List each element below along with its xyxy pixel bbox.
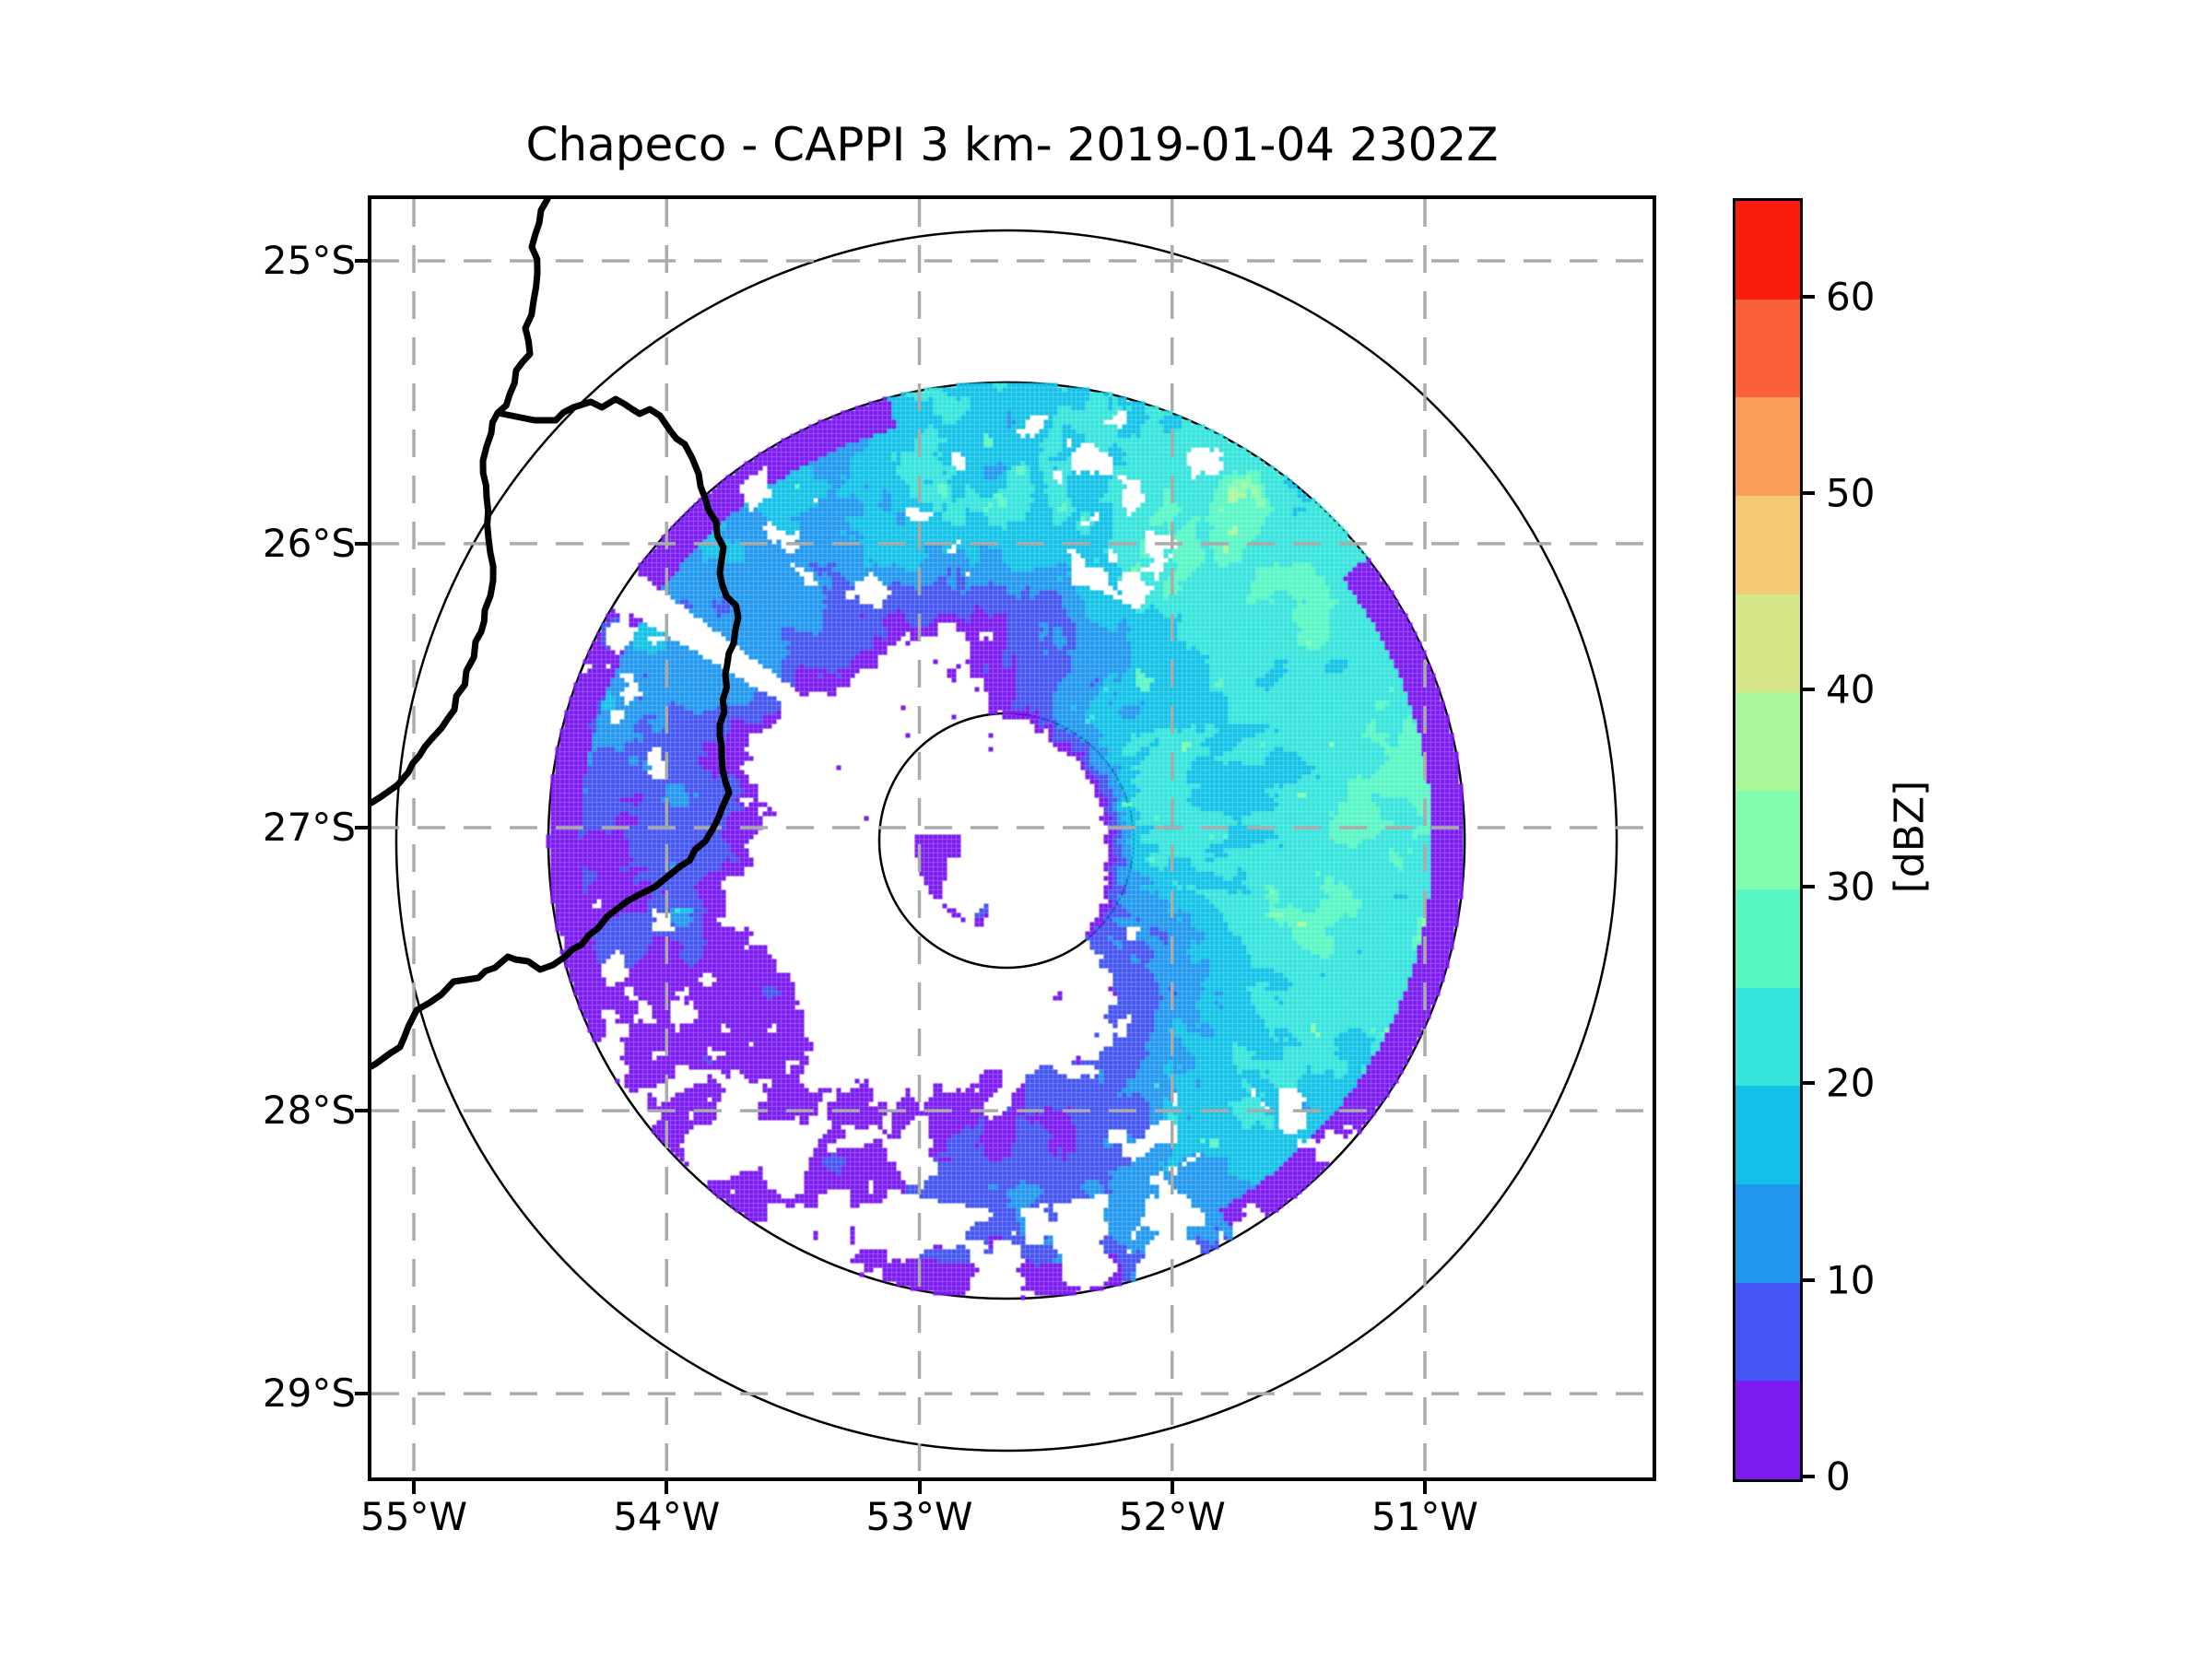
state-border-line: [371, 395, 742, 1070]
colorbar-segment: [1735, 1381, 1800, 1479]
colorbar-segment: [1735, 791, 1800, 889]
axis-tick-mark: [665, 1481, 669, 1494]
dbz-colorbar: [1733, 198, 1803, 1482]
x-tick-label: 54°W: [613, 1494, 721, 1539]
colorbar-tick-label: 50: [1826, 470, 1876, 516]
colorbar-segment: [1735, 496, 1800, 594]
axis-tick-mark: [1422, 1481, 1427, 1494]
axis-tick-mark: [1800, 294, 1815, 299]
axis-tick-mark: [1800, 1277, 1815, 1282]
y-tick-label: 28°S: [262, 1088, 356, 1134]
colorbar-tick-label: 40: [1826, 666, 1876, 712]
plot-title: Chapeco - CAPPI 3 km- 2019-01-04 2302Z: [525, 118, 1499, 171]
colorbar-segment: [1735, 201, 1800, 300]
x-tick-label: 55°W: [360, 1494, 467, 1539]
y-tick-label: 27°S: [262, 804, 356, 850]
map-plot-area: [368, 195, 1656, 1481]
colorbar-tick-label: 20: [1826, 1060, 1876, 1106]
axis-tick-mark: [412, 1481, 416, 1494]
axis-tick-mark: [1800, 1475, 1815, 1478]
colorbar-segment: [1735, 1086, 1800, 1184]
colorbar-segment: [1735, 987, 1800, 1087]
colorbar-segment: [1735, 594, 1800, 693]
axis-tick-mark: [917, 1481, 922, 1494]
axis-tick-mark: [1800, 688, 1815, 692]
colorbar-segment: [1735, 397, 1800, 497]
axis-tick-mark: [355, 825, 368, 830]
x-tick-label: 52°W: [1118, 1494, 1226, 1539]
state-border-line: [371, 199, 551, 806]
colorbar-tick-label: 0: [1826, 1453, 1851, 1500]
axis-tick-mark: [355, 1392, 368, 1396]
y-tick-label: 25°S: [262, 237, 356, 283]
y-tick-label: 26°S: [262, 520, 356, 566]
colorbar-tick-label: 10: [1826, 1257, 1876, 1303]
colorbar-segment: [1735, 1183, 1800, 1283]
axis-tick-mark: [355, 258, 368, 263]
axis-tick-mark: [1800, 1081, 1815, 1086]
axis-tick-mark: [1800, 884, 1815, 888]
colorbar-segment: [1735, 1282, 1800, 1382]
axis-tick-mark: [1800, 491, 1815, 496]
x-tick-label: 53°W: [865, 1494, 973, 1539]
y-tick-label: 29°S: [262, 1371, 356, 1417]
colorbar-segment: [1735, 692, 1800, 792]
colorbar-segment: [1735, 888, 1800, 988]
x-tick-label: 51°W: [1371, 1494, 1478, 1539]
axis-tick-mark: [1170, 1481, 1174, 1494]
colorbar-tick-label: 60: [1826, 274, 1876, 320]
radar-reflectivity-heatmap: [371, 199, 1653, 1477]
axis-tick-mark: [355, 541, 368, 546]
gridlines-and-borders-layer: [371, 199, 1653, 1477]
colorbar-units-label: [dBZ]: [1886, 780, 1934, 894]
colorbar-segment: [1735, 299, 1800, 398]
axis-tick-mark: [355, 1109, 368, 1113]
colorbar-tick-label: 30: [1826, 864, 1876, 910]
